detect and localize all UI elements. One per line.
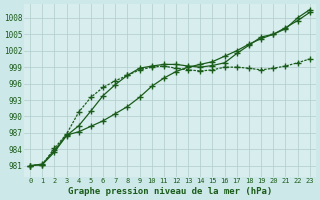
X-axis label: Graphe pression niveau de la mer (hPa): Graphe pression niveau de la mer (hPa) [68,187,272,196]
